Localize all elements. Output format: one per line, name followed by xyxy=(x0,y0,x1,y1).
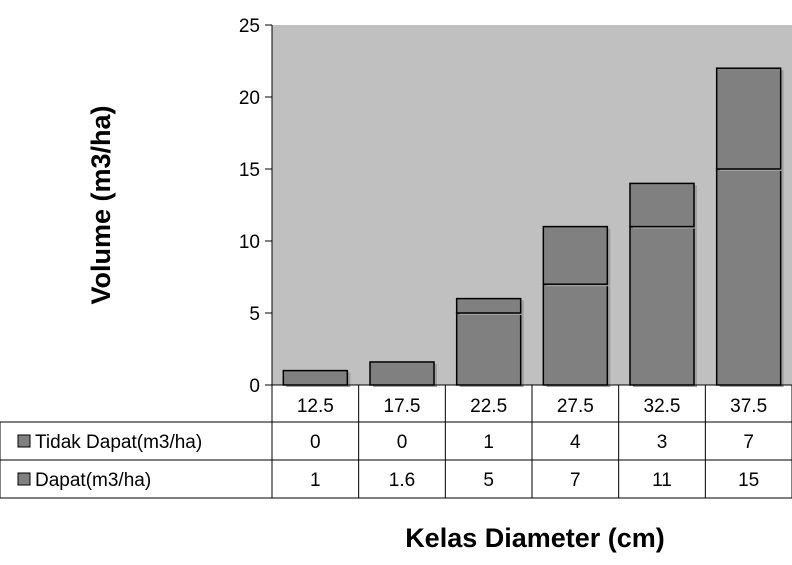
bars-group xyxy=(282,67,784,387)
table-cell: 7 xyxy=(743,432,754,453)
bar-segment-tidak-dapat-37.5 xyxy=(715,67,782,170)
plot-area xyxy=(272,25,792,385)
bar-segment-dapat-27.5 xyxy=(542,283,609,386)
bar-segment-dapat-12.5 xyxy=(282,369,349,386)
table-cell: 3 xyxy=(657,432,668,453)
x-category-label: 12.5 xyxy=(297,396,334,417)
table-cell: 1 xyxy=(310,470,321,491)
table-cell: 0 xyxy=(397,432,408,453)
y-tick-label: 5 xyxy=(249,304,260,325)
table-cell: 11 xyxy=(652,470,672,491)
bar-segment-dapat-32.5 xyxy=(629,225,695,386)
x-category-label: 32.5 xyxy=(644,396,681,417)
y-axis-title: Volume (m3/ha) xyxy=(86,105,116,304)
table-cell: 5 xyxy=(483,470,494,491)
bar-segment-tidak-dapat-27.5 xyxy=(542,225,609,285)
legend-key xyxy=(17,472,31,486)
bar-segment-tidak-dapat-22.5 xyxy=(455,297,522,314)
bar-segment-dapat-37.5 xyxy=(715,168,782,386)
x-category-label: 37.5 xyxy=(730,396,767,417)
table-cell: 1 xyxy=(483,432,494,453)
table-cell: 1.6 xyxy=(389,470,415,491)
x-category-label: 27.5 xyxy=(557,396,594,417)
table-cell: 0 xyxy=(310,432,321,453)
x-category-label: 17.5 xyxy=(384,396,421,417)
bar-segment-dapat-17.5 xyxy=(369,361,435,386)
bar-segment-dapat-22.5 xyxy=(455,312,522,386)
x-axis-title: Kelas Diameter (cm) xyxy=(405,523,665,553)
y-tick-label: 20 xyxy=(239,88,260,109)
y-tick-label: 0 xyxy=(249,376,260,397)
legend-label: Tidak Dapat(m3/ha) xyxy=(35,432,202,453)
table-cell: 4 xyxy=(570,432,581,453)
y-tick-label: 10 xyxy=(239,232,260,253)
table-cell: 15 xyxy=(738,470,759,491)
y-tick-label: 25 xyxy=(239,16,260,37)
y-ticks-group: 0 5 10 15 20 25 xyxy=(239,16,272,397)
data-table: 12.5 17.5 22.5 27.5 32.5 37.5 Tidak Dapat(m3/h… xyxy=(0,384,792,499)
x-category-label: 22.5 xyxy=(470,396,507,417)
table-cell: 7 xyxy=(570,470,581,491)
legend-label: Dapat(m3/ha) xyxy=(35,470,151,491)
legend-key xyxy=(17,434,31,448)
bar-segment-tidak-dapat-32.5 xyxy=(629,182,695,228)
y-tick-label: 15 xyxy=(239,160,260,181)
